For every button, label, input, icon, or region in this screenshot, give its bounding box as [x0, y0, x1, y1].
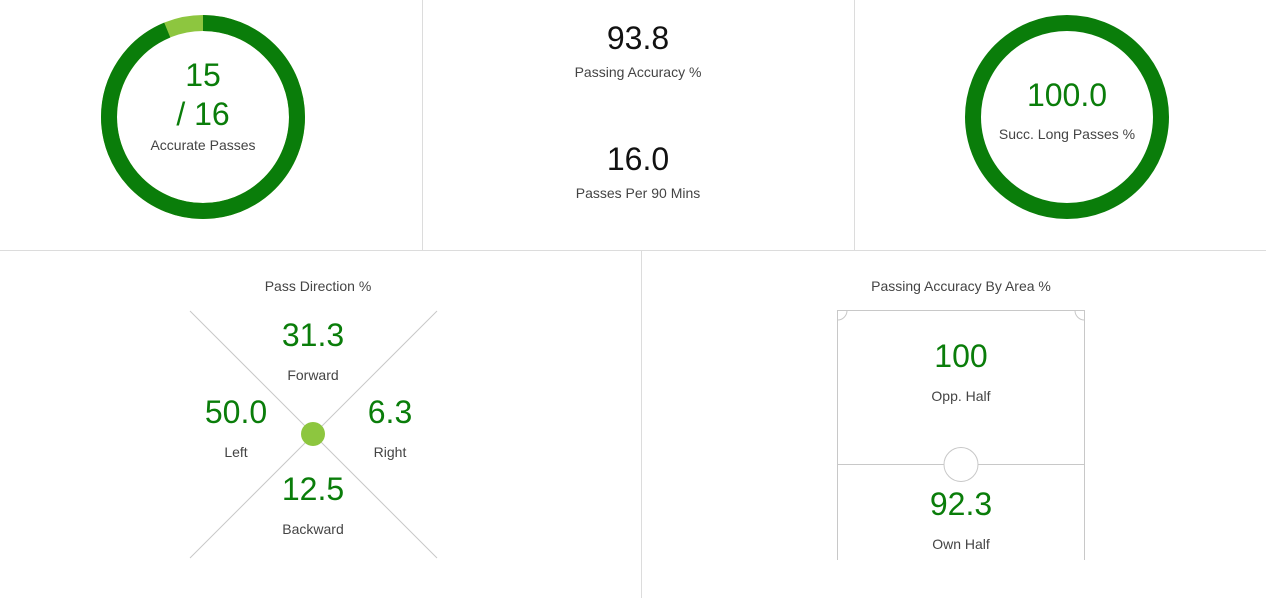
right-label: Right	[373, 444, 407, 460]
left-label: Left	[224, 444, 248, 460]
passes-per-90-value: 16.0	[606, 141, 670, 177]
vertical-divider-1	[422, 0, 423, 250]
left-value: 50.0	[204, 394, 268, 430]
accurate-passes-donut	[101, 15, 305, 219]
passing-accuracy-value: 93.8	[606, 20, 670, 56]
pass-direction-cross	[189, 310, 438, 559]
long-passes-label: Succ. Long Passes %	[998, 126, 1136, 142]
opp-half-label: Opp. Half	[931, 388, 991, 404]
long-passes-value: 100.0	[1026, 77, 1108, 113]
vertical-divider-2	[854, 0, 855, 250]
accurate-passes-denominator: / 16	[176, 96, 230, 132]
pitch-corner-right	[1074, 310, 1085, 321]
backward-value: 12.5	[281, 471, 345, 507]
pass-direction-title: Pass Direction %	[264, 278, 372, 294]
long-passes-main-arc	[965, 15, 1169, 219]
long-passes-donut	[965, 15, 1169, 219]
horizontal-divider	[0, 250, 1266, 251]
pitch-diagram	[837, 310, 1085, 560]
passing-accuracy-label: Passing Accuracy %	[574, 64, 702, 80]
own-half-value: 92.3	[929, 486, 993, 522]
right-value: 6.3	[367, 394, 413, 430]
pass-direction-center-dot	[301, 422, 325, 446]
pitch-outline	[837, 310, 1085, 560]
vertical-divider-3	[641, 251, 642, 598]
opp-half-value: 100	[934, 338, 988, 374]
own-half-label: Own Half	[932, 536, 990, 552]
passes-per-90-label: Passes Per 90 Mins	[575, 185, 701, 201]
accurate-passes-label: Accurate Passes	[150, 137, 256, 153]
accurate-passes-numerator: 15	[185, 57, 221, 93]
center-circle	[943, 447, 979, 482]
forward-label: Forward	[287, 367, 339, 383]
forward-value: 31.3	[281, 317, 345, 353]
pitch-corner-left	[837, 310, 848, 321]
accurate-passes-main-arc	[101, 15, 305, 219]
backward-label: Backward	[282, 521, 344, 537]
accuracy-by-area-title: Passing Accuracy By Area %	[871, 278, 1051, 294]
